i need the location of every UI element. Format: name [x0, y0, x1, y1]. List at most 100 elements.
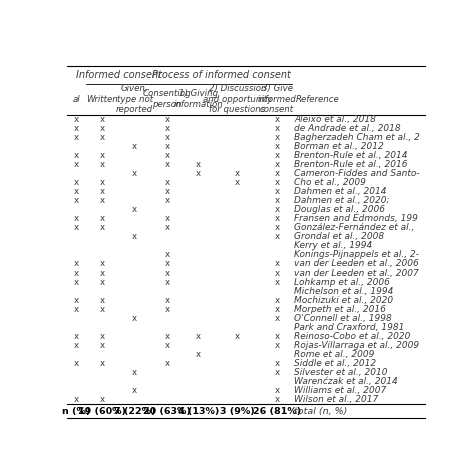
Text: x: x: [274, 341, 280, 350]
Text: x: x: [74, 395, 79, 404]
Text: x: x: [274, 395, 280, 404]
Text: x: x: [274, 187, 280, 196]
Text: x: x: [164, 142, 169, 151]
Text: 3) Give
informed
consent: 3) Give informed consent: [258, 84, 296, 114]
Text: x: x: [100, 178, 105, 187]
Text: x: x: [235, 332, 240, 341]
Text: x: x: [274, 305, 280, 314]
Text: x: x: [132, 142, 137, 151]
Text: 3 (9%): 3 (9%): [220, 407, 255, 416]
Text: x: x: [74, 269, 79, 278]
Text: x: x: [274, 196, 280, 205]
Text: x: x: [74, 278, 79, 287]
Text: Rome et al., 2009: Rome et al., 2009: [294, 350, 374, 359]
Text: x: x: [164, 187, 169, 196]
Text: Lohkamp et al., 2006: Lohkamp et al., 2006: [294, 278, 390, 287]
Text: x: x: [132, 205, 137, 214]
Text: x: x: [100, 133, 105, 142]
Text: x: x: [164, 332, 169, 341]
Text: n (%): n (%): [62, 407, 91, 416]
Text: x: x: [164, 178, 169, 187]
Text: x: x: [274, 214, 280, 223]
Text: x: x: [274, 269, 280, 278]
Text: x: x: [74, 305, 79, 314]
Text: 1) Giving
information: 1) Giving information: [173, 89, 223, 109]
Text: x: x: [164, 305, 169, 314]
Text: 26 (81%): 26 (81%): [253, 407, 301, 416]
Text: x: x: [100, 187, 105, 196]
Text: x: x: [74, 223, 79, 232]
Text: x: x: [235, 178, 240, 187]
Text: O'Connell et al., 1998: O'Connell et al., 1998: [294, 314, 392, 323]
Text: x: x: [235, 169, 240, 178]
Text: x: x: [164, 160, 169, 169]
Text: x: x: [274, 223, 280, 232]
Text: x: x: [164, 124, 169, 133]
Text: x: x: [274, 178, 280, 187]
Text: x: x: [274, 314, 280, 323]
Text: Aleixo et al., 2018: Aleixo et al., 2018: [294, 115, 376, 124]
Text: x: x: [274, 332, 280, 341]
Text: x: x: [164, 359, 169, 368]
Text: de Andrade et al., 2018: de Andrade et al., 2018: [294, 124, 401, 133]
Text: Kerry et al., 1994: Kerry et al., 1994: [294, 241, 373, 250]
Text: Siddle et al., 2012: Siddle et al., 2012: [294, 359, 376, 368]
Text: 7 (22%): 7 (22%): [114, 407, 155, 416]
Text: x: x: [274, 359, 280, 368]
Text: 2) Discussion
and opportunity
for questions: 2) Discussion and opportunity for questi…: [203, 84, 272, 114]
Text: Cho et al., 2009: Cho et al., 2009: [294, 178, 366, 187]
Text: Given,
type not
reported: Given, type not reported: [116, 84, 153, 114]
Text: González-Fernández et al.,: González-Fernández et al.,: [294, 223, 414, 232]
Text: x: x: [74, 196, 79, 205]
Text: Reference: Reference: [296, 94, 340, 103]
Text: x: x: [100, 124, 105, 133]
Text: x: x: [100, 196, 105, 205]
Text: x: x: [274, 124, 280, 133]
Text: x: x: [74, 332, 79, 341]
Text: Brenton-Rule et al., 2014: Brenton-Rule et al., 2014: [294, 151, 408, 160]
Text: x: x: [132, 314, 137, 323]
Text: x: x: [164, 196, 169, 205]
Text: x: x: [164, 223, 169, 232]
Text: Williams et al., 2007: Williams et al., 2007: [294, 386, 386, 395]
Text: Rojas-Villarraga et al., 2009: Rojas-Villarraga et al., 2009: [294, 341, 419, 350]
Text: x: x: [100, 223, 105, 232]
Text: Process of informed consent: Process of informed consent: [152, 70, 291, 80]
Text: x: x: [274, 278, 280, 287]
Text: x: x: [274, 115, 280, 124]
Text: Informed consent: Informed consent: [75, 70, 162, 80]
Text: x: x: [196, 160, 201, 169]
Text: Bagherzadeh Cham et al., 2: Bagherzadeh Cham et al., 2: [294, 133, 420, 142]
Text: x: x: [164, 133, 169, 142]
Text: x: x: [274, 160, 280, 169]
Text: x: x: [274, 368, 280, 377]
Text: van der Leeden et al., 2006: van der Leeden et al., 2006: [294, 259, 419, 268]
Text: x: x: [274, 386, 280, 395]
Text: x: x: [196, 332, 201, 341]
Text: x: x: [100, 259, 105, 268]
Text: x: x: [274, 259, 280, 268]
Text: x: x: [74, 124, 79, 133]
Text: x: x: [100, 341, 105, 350]
Text: x: x: [74, 151, 79, 160]
Text: 19 (60%): 19 (60%): [78, 407, 127, 416]
Text: x: x: [100, 160, 105, 169]
Text: x: x: [100, 359, 105, 368]
Text: x: x: [132, 169, 137, 178]
Text: x: x: [164, 115, 169, 124]
Text: x: x: [100, 115, 105, 124]
Text: x: x: [100, 151, 105, 160]
Text: x: x: [132, 368, 137, 377]
Text: x: x: [196, 169, 201, 178]
Text: x: x: [132, 386, 137, 395]
Text: Cameron-Fiddes and Santo-: Cameron-Fiddes and Santo-: [294, 169, 419, 178]
Text: Warenćzak et al., 2014: Warenćzak et al., 2014: [294, 377, 398, 386]
Text: total (n, %): total (n, %): [294, 407, 347, 416]
Text: Consenting
person: Consenting person: [143, 89, 191, 109]
Text: x: x: [164, 341, 169, 350]
Text: Mochizuki et al., 2020: Mochizuki et al., 2020: [294, 296, 393, 305]
Text: 20 (63%): 20 (63%): [143, 407, 191, 416]
Text: x: x: [74, 178, 79, 187]
Text: Konings-Pijnappels et al., 2-: Konings-Pijnappels et al., 2-: [294, 250, 419, 259]
Text: x: x: [100, 214, 105, 223]
